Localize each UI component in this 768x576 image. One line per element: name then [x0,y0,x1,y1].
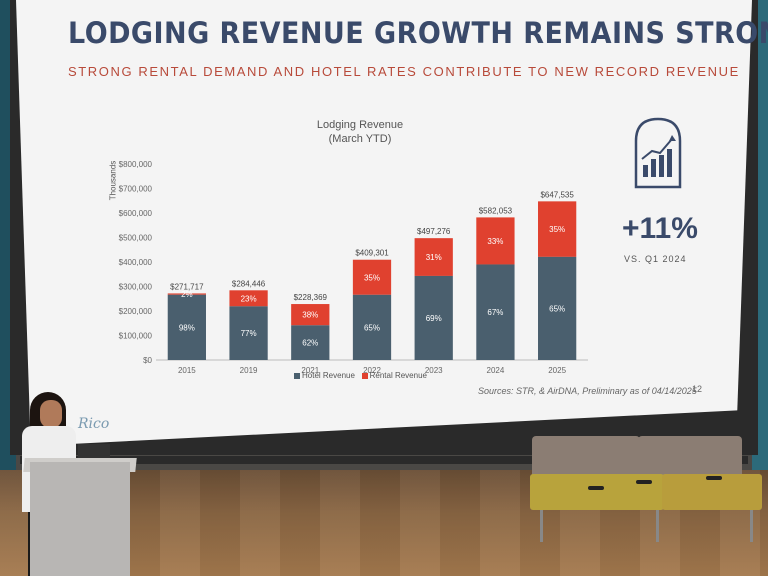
data-label-total: $228,369 [294,293,328,302]
bar-hotel-2021 [291,325,330,360]
bar-rental-2021 [291,304,330,326]
podium [30,462,130,576]
y-tick-label: $100,000 [119,332,153,341]
chart-title-line2: (March YTD) [328,133,392,145]
bar-rental-2015 [167,293,206,295]
data-label-total: $409,301 [355,249,389,258]
microphone [636,480,652,484]
legend-label-rental: Rental Revenue [369,371,427,380]
growth-stat-value: +11% [622,212,698,245]
legend-swatch-rental [361,372,368,379]
bench-leg [540,510,543,542]
x-tick-label: 2022 [363,366,381,375]
data-label-rental: 35% [364,273,380,282]
data-label-hotel: 62% [302,339,318,348]
data-label-total: $284,446 [232,279,266,288]
chart-title-line1: Lodging Revenue [316,119,404,131]
page-number: 12 [692,384,703,394]
rico-logo: Rico [78,416,110,432]
slide-subtitle: STRONG RENTAL DEMAND AND HOTEL RATES CON… [68,64,740,79]
y-tick-label: $200,000 [119,307,153,316]
legend-swatch-hotel [294,372,300,379]
data-label-hotel: 77% [241,329,257,338]
bar-hotel-2022 [352,294,392,360]
bench-leg [750,510,753,542]
data-label-total: $582,053 [479,206,513,215]
legend-label-hotel: Hotel Revenue [302,371,355,380]
microphone [706,476,722,480]
data-label-rental: 23% [241,294,257,303]
bar-hotel-2024 [476,264,515,360]
data-label-total: $647,535 [540,190,574,199]
screen-bottom-bar [20,456,748,464]
bar-hotel-2019 [229,306,268,360]
x-tick-label: 2021 [301,366,319,375]
projection-screen [16,0,752,446]
bar-hotel-2015 [167,294,206,360]
laptop [78,444,110,462]
bar-rental-2022 [352,259,392,295]
data-label-hotel: 65% [549,304,565,313]
bar-hotel-2023 [414,275,453,360]
data-label-hotel: 98% [179,323,195,332]
data-label-hotel: 67% [487,308,503,317]
data-label-total: $271,717 [170,282,204,291]
data-label-rental: 33% [487,237,503,246]
speaker-face [40,400,62,428]
slide-title: LODGING REVENUE GROWTH REMAINS STRONG [68,16,768,50]
x-tick-label: 2024 [487,366,505,375]
data-label-total: $497,276 [417,227,451,236]
data-label-rental: 38% [302,311,318,320]
data-label-rental: 31% [426,253,442,262]
data-label-rental: 2% [181,290,193,299]
bar-rental-2024 [476,217,515,265]
y-tick-label: $600,000 [119,209,153,218]
y-tick-label: $800,000 [119,160,153,169]
stacked-bar-chart: $0 $100,000 $200,000 $300,000 $400,000 $500,0… [119,160,588,375]
microphone [588,486,604,490]
data-label-hotel: 69% [426,314,442,323]
chart-legend: Hotel Revenue Rental Revenue [294,371,427,380]
growth-stat-label: VS. Q1 2024 [624,254,687,264]
data-label-hotel: 65% [364,323,380,332]
bar-rental-2025 [538,201,577,257]
source-note: Sources: STR, & AirDNA, Preliminary as o… [478,386,697,396]
bench-leg [656,510,659,542]
y-tick-label: $400,000 [119,258,153,267]
x-tick-label: 2015 [178,366,196,375]
x-tick-label: 2025 [548,366,566,375]
bar-rental-2019 [229,290,268,307]
growth-chart-icon [630,115,686,193]
bench-seat-right [662,474,762,510]
y-tick-label: $0 [143,356,152,365]
x-tick-label: 2023 [425,366,443,375]
bar-rental-2023 [414,238,453,276]
data-label-rental: 35% [549,225,565,234]
y-tick-label: $700,000 [119,185,153,194]
chart-title: Lodging Revenue (March YTD) [300,118,420,146]
y-tick-label: $300,000 [119,283,153,292]
x-tick-label: 2019 [240,366,258,375]
bar-hotel-2025 [538,256,577,360]
y-tick-label: $500,000 [119,234,153,243]
